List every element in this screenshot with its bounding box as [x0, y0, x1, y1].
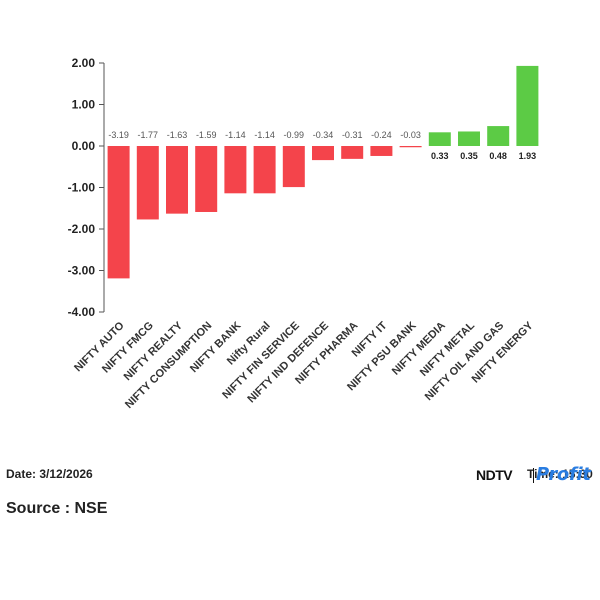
- logo-ndtv-text: NDTV: [476, 467, 513, 483]
- value-label: -1.14: [225, 130, 246, 140]
- bar: [224, 146, 247, 194]
- y-tick-label: 1.00: [72, 98, 96, 112]
- value-label: 1.93: [519, 151, 537, 161]
- value-label: 0.48: [489, 151, 507, 161]
- bar: [399, 146, 422, 148]
- bar: [516, 65, 539, 146]
- value-label: -1.14: [254, 130, 275, 140]
- bar: [253, 146, 276, 194]
- y-tick-label: -4.00: [68, 305, 96, 319]
- value-label: 0.35: [460, 151, 478, 161]
- category-label: NIFTY AUTO: [72, 319, 127, 374]
- y-tick-label: 0.00: [72, 139, 96, 153]
- value-label: -1.59: [196, 130, 217, 140]
- value-label: -1.63: [167, 130, 188, 140]
- date-label: Date: 3/12/2026: [6, 467, 93, 481]
- value-label: -0.03: [400, 130, 421, 140]
- bar: [107, 146, 130, 279]
- bar: [312, 146, 334, 161]
- value-label: -1.77: [138, 130, 159, 140]
- bar: [370, 146, 393, 156]
- ndtv-profit-logo: NDTV Profit: [476, 464, 594, 488]
- logo-profit-text: Profit: [536, 464, 591, 485]
- bar: [282, 146, 305, 188]
- bar: [341, 146, 364, 159]
- logo-separator: [533, 468, 534, 483]
- bar: [166, 146, 188, 214]
- value-label: -0.34: [313, 130, 334, 140]
- value-label: -0.99: [284, 130, 305, 140]
- value-label: 0.33: [431, 151, 449, 161]
- y-tick-label: -2.00: [68, 222, 96, 236]
- time-label: Time: 15:30: [527, 467, 593, 481]
- bar: [428, 132, 451, 146]
- bar: [195, 146, 218, 212]
- source-label: Source : NSE: [6, 500, 108, 517]
- y-tick-label: 2.00: [72, 56, 96, 70]
- bar: [136, 146, 159, 220]
- sector-bar-chart: 2.00 1.00 0.00 -1.00 -2.00 -3.00 -4.00 -3.19 NIF…: [68, 56, 539, 411]
- y-tick-label: -3.00: [68, 264, 96, 278]
- y-tick-label: -1.00: [68, 181, 96, 195]
- bar: [458, 131, 480, 146]
- bar: [487, 126, 510, 146]
- value-label: -3.19: [108, 130, 129, 140]
- value-label: -0.31: [342, 130, 363, 140]
- value-label: -0.24: [371, 130, 392, 140]
